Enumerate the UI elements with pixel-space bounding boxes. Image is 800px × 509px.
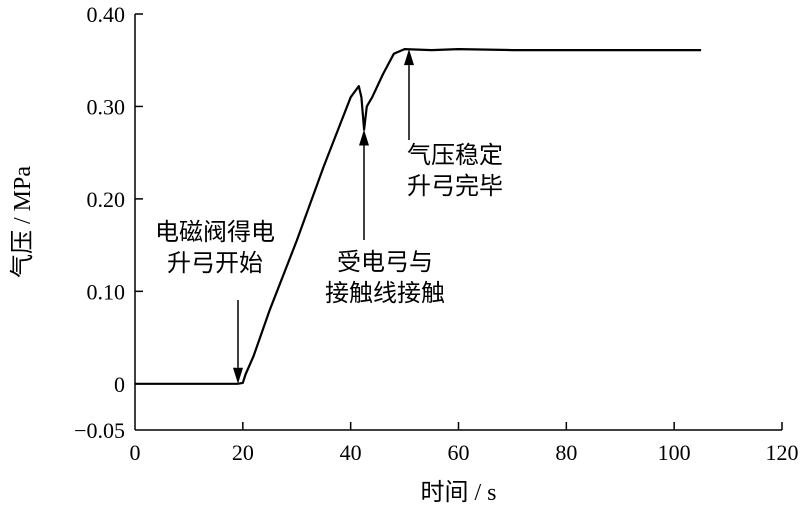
pressure-series-line bbox=[135, 47, 702, 385]
annotation-label: 受电弓与 bbox=[337, 249, 433, 276]
series-group bbox=[135, 47, 702, 385]
annotation-label: 升弓开始 bbox=[167, 250, 263, 277]
x-ticks: 0 20 40 60 80 100 120 bbox=[130, 422, 799, 465]
annotation-label: 电磁阀得电 bbox=[155, 219, 275, 246]
annotation-arrow-head bbox=[359, 129, 369, 146]
y-tick-label: 0 bbox=[114, 372, 125, 397]
annotation-label: 升弓完毕 bbox=[407, 173, 503, 200]
x-tick-label: 100 bbox=[658, 440, 691, 465]
x-tick-label: 20 bbox=[232, 440, 254, 465]
y-tick-label: 0.40 bbox=[87, 2, 126, 27]
x-tick-label: 40 bbox=[340, 440, 362, 465]
annotation-arrow-head bbox=[404, 49, 414, 66]
y-axis-label: 气压 / MPa bbox=[9, 166, 36, 278]
x-tick-label: 80 bbox=[555, 440, 577, 465]
x-tick-label: 60 bbox=[448, 440, 470, 465]
annotation-arrow-head bbox=[233, 367, 243, 384]
y-tick-label: 0.30 bbox=[87, 94, 126, 119]
y-tick-label: 0.10 bbox=[87, 279, 126, 304]
annotation-label: 气压稳定 bbox=[407, 142, 503, 169]
x-axis-label: 时间 / s bbox=[420, 479, 496, 506]
y-ticks: −0.05 0 0.10 0.20 0.30 0.40 bbox=[74, 2, 143, 443]
y-tick-label: 0.20 bbox=[87, 187, 126, 212]
y-tick-label: −0.05 bbox=[74, 418, 125, 443]
annotation-label: 接触线接触 bbox=[325, 280, 445, 307]
x-tick-label: 0 bbox=[130, 440, 141, 465]
x-tick-label: 120 bbox=[766, 440, 799, 465]
